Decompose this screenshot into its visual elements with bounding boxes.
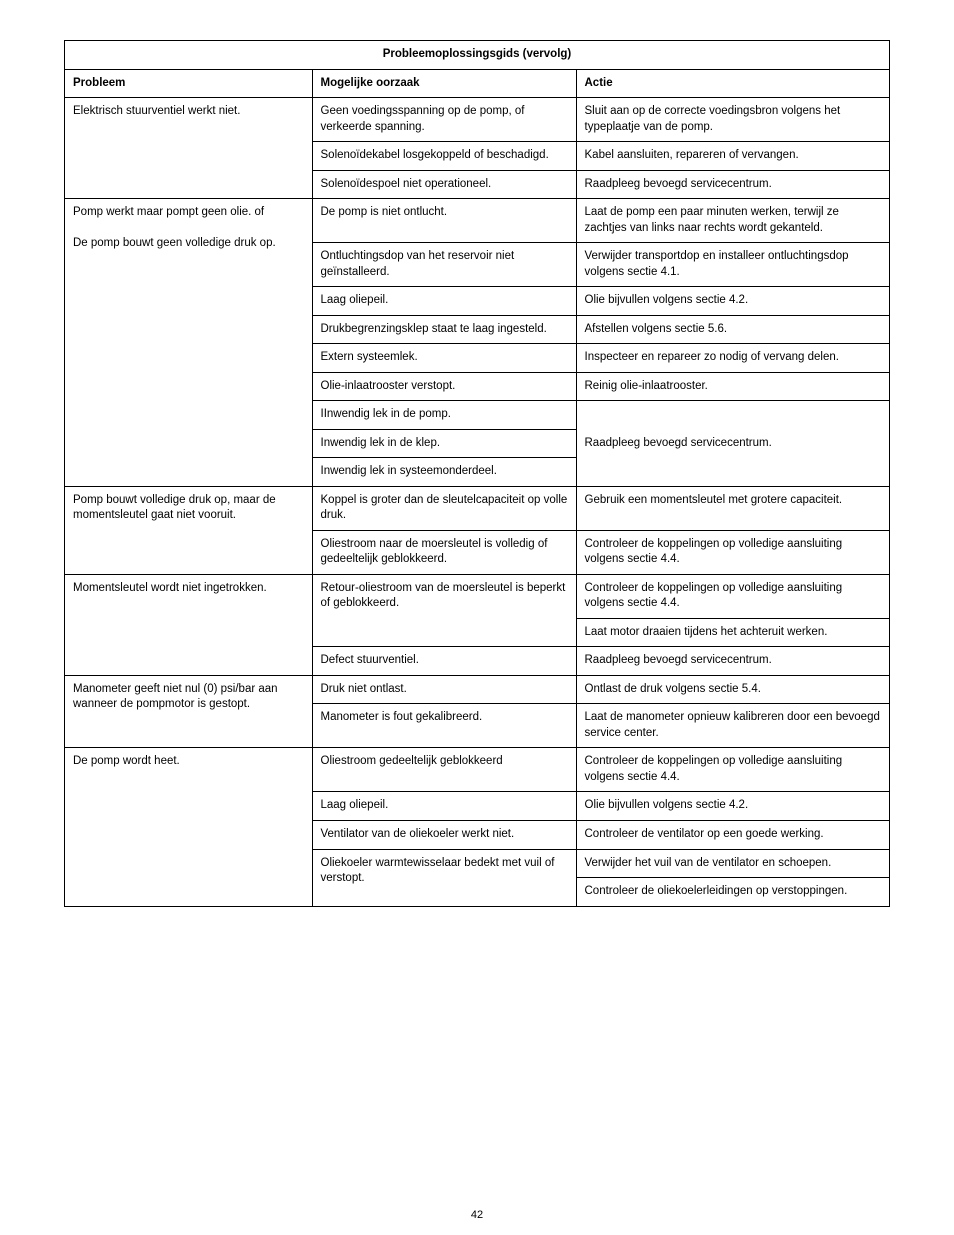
col-header-action: Actie: [576, 69, 890, 98]
action-cell: Kabel aansluiten, repareren of vervangen…: [576, 142, 890, 171]
action-cell: Verwijder het vuil van de ventilator en …: [576, 849, 890, 878]
action-cell: Verwijder transportdop en installeer ont…: [576, 243, 890, 287]
action-cell: Afstellen volgens sectie 5.6.: [576, 315, 890, 344]
cause-cell: Inwendig lek in de klep.: [312, 429, 576, 458]
cause-cell: Drukbegrenzingsklep staat te laag ingest…: [312, 315, 576, 344]
action-cell: Laat motor draaien tijdens het achteruit…: [576, 618, 890, 647]
action-cell: Controleer de koppelingen op volledige a…: [576, 748, 890, 792]
table-row: Elektrisch stuurventiel werkt niet. Geen…: [65, 98, 890, 142]
cause-cell: Ventilator van de oliekoeler werkt niet.: [312, 820, 576, 849]
action-cell: Controleer de koppelingen op volledige a…: [576, 574, 890, 618]
cause-cell: Laag oliepeil.: [312, 792, 576, 821]
cause-cell: Oliestroom naar de moersleutel is volled…: [312, 530, 576, 574]
document-page: Probleemoplossingsgids (vervolg) Problee…: [0, 0, 954, 1235]
cause-cell: Retour-oliestroom van de moersleutel is …: [312, 574, 576, 647]
cause-cell: Geen voedingsspanning op de pomp, of ver…: [312, 98, 576, 142]
cause-cell: De pomp is niet ontlucht.: [312, 199, 576, 243]
action-cell: Laat de pomp een paar minuten werken, te…: [576, 199, 890, 243]
action-cell: Ontlast de druk volgens sectie 5.4.: [576, 675, 890, 704]
cause-cell: Oliestroom gedeeltelijk geblokkeerd: [312, 748, 576, 792]
cause-cell: IInwendig lek in de pomp.: [312, 401, 576, 430]
action-cell: Reinig olie-inlaatrooster.: [576, 372, 890, 401]
cause-cell: Druk niet ontlast.: [312, 675, 576, 704]
cause-cell: Olie-inlaatrooster verstopt.: [312, 372, 576, 401]
table-row: Pomp bouwt volledige druk op, maar de mo…: [65, 486, 890, 530]
cause-cell: Inwendig lek in systeemonderdeel.: [312, 458, 576, 487]
table-title: Probleemoplossingsgids (vervolg): [65, 41, 890, 70]
cause-cell: Solenoïdekabel losgekoppeld of beschadig…: [312, 142, 576, 171]
problem-cell: Momentsleutel wordt niet ingetrokken.: [65, 574, 313, 675]
action-cell: Controleer de koppelingen op volledige a…: [576, 530, 890, 574]
problem-cell: Manometer geeft niet nul (0) psi/bar aan…: [65, 675, 313, 748]
action-cell: Inspecteer en repareer zo nodig of verva…: [576, 344, 890, 373]
table-row: De pomp wordt heet. Oliestroom gedeeltel…: [65, 748, 890, 792]
action-cell: Laat de manometer opnieuw kalibreren doo…: [576, 704, 890, 748]
cause-cell: Extern systeemlek.: [312, 344, 576, 373]
action-cell: Raadpleeg bevoegd servicecentrum.: [576, 170, 890, 199]
problem-cell: De pomp wordt heet.: [65, 748, 313, 906]
col-header-problem: Probleem: [65, 69, 313, 98]
problem-cell: Pomp werkt maar pompt geen olie. of De p…: [65, 199, 313, 487]
problem-line: De pomp bouwt geen volledige druk op.: [73, 237, 276, 249]
cause-cell: Ontluchtingsdop van het reservoir niet g…: [312, 243, 576, 287]
cause-cell: Solenoïdespoel niet operationeel.: [312, 170, 576, 199]
table-title-row: Probleemoplossingsgids (vervolg): [65, 41, 890, 70]
action-cell: Gebruik een momentsleutel met grotere ca…: [576, 486, 890, 530]
action-cell: Olie bijvullen volgens sectie 4.2.: [576, 287, 890, 316]
col-header-cause: Mogelijke oorzaak: [312, 69, 576, 98]
cause-cell: Oliekoeler warmtewisselaar bedekt met vu…: [312, 849, 576, 906]
page-number: 42: [0, 1209, 954, 1221]
problem-line: Pomp werkt maar pompt geen olie. of: [73, 206, 264, 218]
action-cell: Raadpleeg bevoegd servicecentrum.: [576, 647, 890, 676]
table-row: Pomp werkt maar pompt geen olie. of De p…: [65, 199, 890, 243]
cause-cell: Laag oliepeil.: [312, 287, 576, 316]
action-cell: Controleer de ventilator op een goede we…: [576, 820, 890, 849]
cause-cell: Manometer is fout gekalibreerd.: [312, 704, 576, 748]
cause-cell: Koppel is groter dan de sleutelcapacitei…: [312, 486, 576, 530]
table-row: Manometer geeft niet nul (0) psi/bar aan…: [65, 675, 890, 704]
action-cell: Raadpleeg bevoegd servicecentrum.: [576, 401, 890, 487]
action-cell: Sluit aan op de correcte voedingsbron vo…: [576, 98, 890, 142]
action-cell: Olie bijvullen volgens sectie 4.2.: [576, 792, 890, 821]
cause-cell: Defect stuurventiel.: [312, 647, 576, 676]
problem-cell: Pomp bouwt volledige druk op, maar de mo…: [65, 486, 313, 574]
troubleshooting-table: Probleemoplossingsgids (vervolg) Problee…: [64, 40, 890, 907]
action-cell: Controleer de oliekoelerleidingen op ver…: [576, 878, 890, 907]
table-row: Momentsleutel wordt niet ingetrokken. Re…: [65, 574, 890, 618]
problem-cell: Elektrisch stuurventiel werkt niet.: [65, 98, 313, 199]
table-header-row: Probleem Mogelijke oorzaak Actie: [65, 69, 890, 98]
